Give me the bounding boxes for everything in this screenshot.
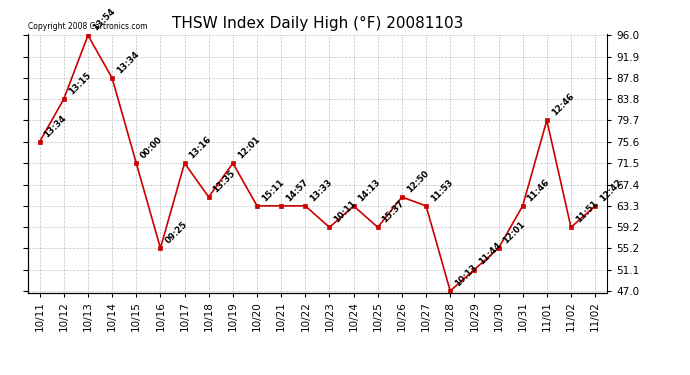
Text: 09:25: 09:25 <box>164 220 189 245</box>
Text: 11:46: 11:46 <box>526 177 551 203</box>
Text: 13:34: 13:34 <box>43 113 68 139</box>
Text: 11:53: 11:53 <box>429 177 455 203</box>
Text: 12:01: 12:01 <box>236 135 262 160</box>
Text: 13:54: 13:54 <box>91 7 117 33</box>
Text: 13:33: 13:33 <box>308 177 334 203</box>
Text: 13:16: 13:16 <box>188 135 213 160</box>
Text: 12:01: 12:01 <box>502 220 527 245</box>
Text: 11:44: 11:44 <box>477 241 503 267</box>
Text: 13:35: 13:35 <box>212 168 237 194</box>
Text: 00:00: 00:00 <box>139 135 164 160</box>
Text: 15:37: 15:37 <box>381 199 406 225</box>
Title: THSW Index Daily High (°F) 20081103: THSW Index Daily High (°F) 20081103 <box>172 16 463 31</box>
Text: 13:34: 13:34 <box>115 50 141 75</box>
Text: 12:46: 12:46 <box>550 92 575 118</box>
Text: Copyright 2008 Cartronics.com: Copyright 2008 Cartronics.com <box>28 22 147 31</box>
Text: 13:15: 13:15 <box>67 70 92 96</box>
Text: 12:42: 12:42 <box>598 177 624 203</box>
Text: 12:50: 12:50 <box>405 169 431 194</box>
Text: 10:11: 10:11 <box>333 199 358 225</box>
Text: 11:51: 11:51 <box>574 199 600 225</box>
Text: 14:13: 14:13 <box>357 177 382 203</box>
Text: 15:11: 15:11 <box>260 177 286 203</box>
Text: 10:13: 10:13 <box>453 262 479 288</box>
Text: 14:57: 14:57 <box>284 177 310 203</box>
